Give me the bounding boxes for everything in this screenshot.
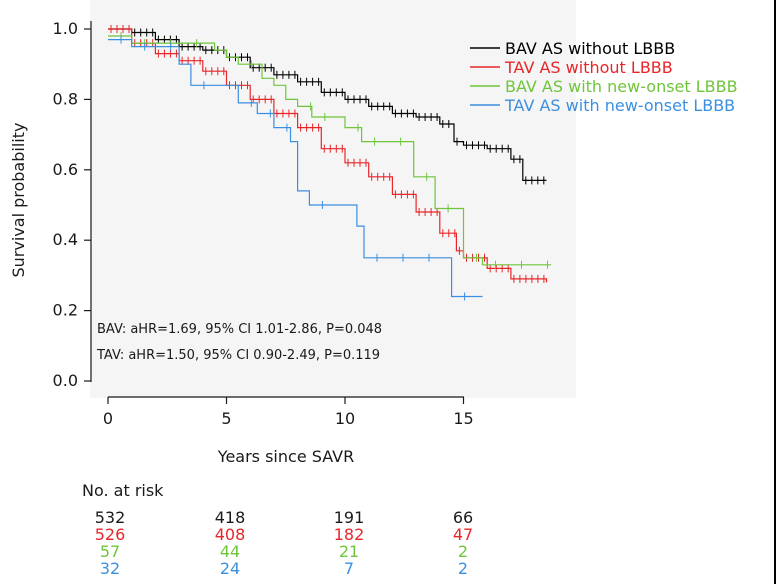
x-tick-label: 15 bbox=[453, 409, 473, 428]
annotation-bav: BAV: aHR=1.69, 95% CI 1.01-2.86, P=0.048 bbox=[97, 322, 382, 337]
at-risk-cell: 32 bbox=[99, 559, 121, 578]
survival-curve bbox=[108, 28, 547, 181]
x-axis-label: Years since SAVR bbox=[217, 447, 354, 466]
at-risk-cell: 2 bbox=[457, 559, 469, 578]
legend-label: BAV AS without LBBB bbox=[505, 39, 675, 58]
x-tick-label: 5 bbox=[221, 409, 231, 428]
at-risk-cell: 21 bbox=[338, 542, 360, 561]
x-tick-label: 0 bbox=[103, 409, 113, 428]
at-risk-cell: 526 bbox=[94, 525, 126, 544]
y-tick-label: 1.0 bbox=[53, 19, 78, 38]
at-risk-cell: 44 bbox=[219, 542, 241, 561]
at-risk-title: No. at risk bbox=[82, 481, 164, 500]
y-ticks: 0.0 0.2 0.4 0.6 0.8 1.0 bbox=[53, 19, 91, 390]
y-tick-label: 0.8 bbox=[53, 89, 78, 108]
at-risk-cell: 2 bbox=[457, 542, 469, 561]
y-tick-label: 0.6 bbox=[53, 160, 78, 179]
y-axis-label: Survival probability bbox=[9, 123, 28, 278]
at-risk-cell: 7 bbox=[343, 559, 355, 578]
y-tick-label: 0.4 bbox=[53, 230, 78, 249]
at-risk-cell: 182 bbox=[333, 525, 365, 544]
frame-border bbox=[774, 0, 776, 584]
at-risk-cell: 191 bbox=[333, 508, 365, 527]
survival-curve bbox=[108, 35, 552, 266]
x-tick-label: 10 bbox=[335, 409, 355, 428]
at-risk-cell: 532 bbox=[94, 508, 126, 527]
legend-label: TAV AS without LBBB bbox=[504, 58, 673, 77]
at-risk-cell: 24 bbox=[219, 559, 241, 578]
legend-label: TAV AS with new-onset LBBB bbox=[504, 96, 735, 115]
legend-label: BAV AS with new-onset LBBB bbox=[505, 77, 738, 96]
survival-curve bbox=[108, 39, 483, 298]
x-ticks: 0 5 10 15 bbox=[103, 397, 474, 428]
survival-curves bbox=[108, 25, 552, 301]
at-risk-cell: 408 bbox=[214, 525, 246, 544]
y-tick-label: 0.0 bbox=[53, 371, 78, 390]
annotation-tav: TAV: aHR=1.50, 95% CI 0.90-2.49, P=0.119 bbox=[96, 348, 380, 363]
at-risk-cell: 66 bbox=[452, 508, 474, 527]
at-risk-cell: 57 bbox=[99, 542, 121, 561]
at-risk-cell: 418 bbox=[214, 508, 246, 527]
at-risk-cell: 47 bbox=[452, 525, 474, 544]
y-tick-label: 0.2 bbox=[53, 301, 78, 320]
plot-background bbox=[90, 0, 576, 398]
